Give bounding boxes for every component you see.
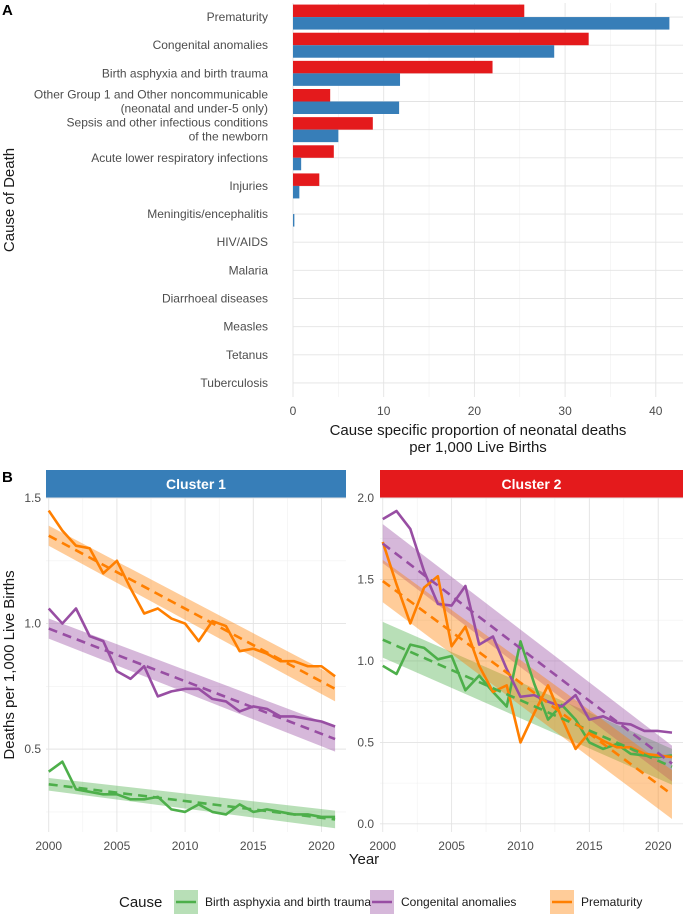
panel-b-x-tick-label: 2000: [369, 839, 396, 853]
category-label: Malaria: [229, 263, 269, 277]
panel-b-y-tick-label: 1.5: [357, 572, 374, 586]
category-label: Prematurity: [207, 10, 268, 24]
panel-b-x-tick-label: 2020: [645, 839, 672, 853]
panel-a-x-tick-label: 0: [290, 404, 297, 418]
series-line: [382, 640, 673, 759]
panel-b-x-tick-label: 2015: [576, 839, 603, 853]
facet-strip-cluster-1: [46, 470, 346, 498]
panel-b-y-tick-label: 2.0: [357, 491, 374, 505]
series-line: [382, 509, 673, 734]
category-label: Tetanus: [226, 348, 268, 362]
confidence-band: [382, 559, 672, 819]
category-label: Tuberculosis: [200, 376, 268, 390]
facet-strip-cluster-2: [380, 470, 683, 498]
bar-cluster-1: [293, 73, 401, 86]
trend-line: [48, 534, 336, 691]
trend-line: [48, 782, 336, 821]
category-label: HIV/AIDS: [217, 235, 268, 249]
panel-a-label: A: [2, 2, 13, 19]
panel-b-x-tick-label: 2010: [172, 839, 199, 853]
facet-title-cluster-2: Cluster 2: [502, 476, 562, 492]
panel-a-x-axis-title: per 1,000 Live Births: [409, 439, 547, 456]
legend-label: Congenital anomalies: [401, 895, 516, 909]
bar-cluster-2: [293, 89, 331, 102]
bar-cluster-2: [293, 173, 320, 186]
panel-b-x-axis-title: Year: [349, 851, 379, 868]
bar-cluster-1: [293, 101, 400, 114]
series-line: [47, 607, 336, 728]
bar-cluster-2: [293, 60, 493, 74]
panel-b-x-tick-label: 2005: [438, 839, 465, 853]
bar-cluster-1: [293, 129, 339, 143]
panel-b-y-tick-label: 1.0: [24, 617, 41, 631]
bar-cluster-1: [293, 157, 302, 171]
facet-title-cluster-1: Cluster 1: [166, 476, 226, 492]
bar-cluster-2: [293, 4, 525, 18]
category-label: Birth asphyxia and birth trauma: [102, 66, 268, 80]
legend-title: Cause: [119, 894, 162, 911]
panel-b-y-tick-label: 1.0: [357, 654, 374, 668]
panel-a-x-tick-label: 10: [377, 404, 391, 418]
bar-cluster-1: [293, 17, 670, 30]
category-label: Acute lower respiratory infections: [91, 151, 268, 165]
bar-cluster-2: [293, 32, 589, 46]
bar-cluster-1: [293, 185, 300, 199]
category-label: Measles: [223, 320, 268, 334]
panel-b-y-axis-title: Deaths per 1,000 Live Births: [1, 570, 18, 759]
category-label: Sepsis and other infectious conditions: [67, 116, 268, 130]
legend-label: Prematurity: [581, 895, 642, 909]
bar-cluster-2: [293, 145, 334, 158]
panel-b-x-tick-label: 2010: [507, 839, 534, 853]
category-label: Other Group 1 and Other noncommunicable: [34, 88, 268, 102]
trend-line: [381, 542, 673, 765]
panel-b-x-tick-label: 2005: [104, 839, 131, 853]
trend-line: [382, 638, 673, 769]
panel-a-x-tick-label: 40: [649, 404, 663, 418]
category-label: (neonatal and under-5 only): [121, 102, 268, 116]
confidence-band: [48, 778, 336, 829]
panel-b-y-tick-label: 0.5: [357, 735, 374, 749]
trend-line: [48, 627, 336, 741]
category-label: of the newborn: [189, 130, 268, 144]
panel-a-x-tick-label: 30: [558, 404, 572, 418]
bar-cluster-1: [293, 214, 295, 227]
category-label: Congenital anomalies: [153, 38, 268, 52]
category-label: Injuries: [229, 179, 268, 193]
bar-cluster-2: [293, 117, 373, 130]
panel-b-x-tick-label: 2000: [35, 839, 62, 853]
panel-a-x-tick-label: 20: [468, 404, 482, 418]
legend-label: Birth asphyxia and birth trauma: [205, 895, 371, 909]
category-label: Diarrhoeal diseases: [162, 292, 268, 306]
panel-b-x-tick-label: 2015: [240, 839, 267, 853]
category-label: Meningitis/encephalitis: [147, 207, 268, 221]
panel-b-x-tick-label: 2020: [308, 839, 335, 853]
panel-b-y-tick-label: 0.0: [357, 817, 374, 831]
panel-a-x-axis-title: Cause specific proportion of neonatal de…: [330, 422, 627, 439]
panel-a-y-axis-title: Cause of Death: [1, 148, 18, 252]
panel-b-y-tick-label: 0.5: [24, 742, 41, 756]
panel-b-label: B: [2, 469, 13, 486]
panel-b-y-tick-label: 1.5: [24, 491, 41, 505]
bar-cluster-1: [293, 45, 555, 58]
